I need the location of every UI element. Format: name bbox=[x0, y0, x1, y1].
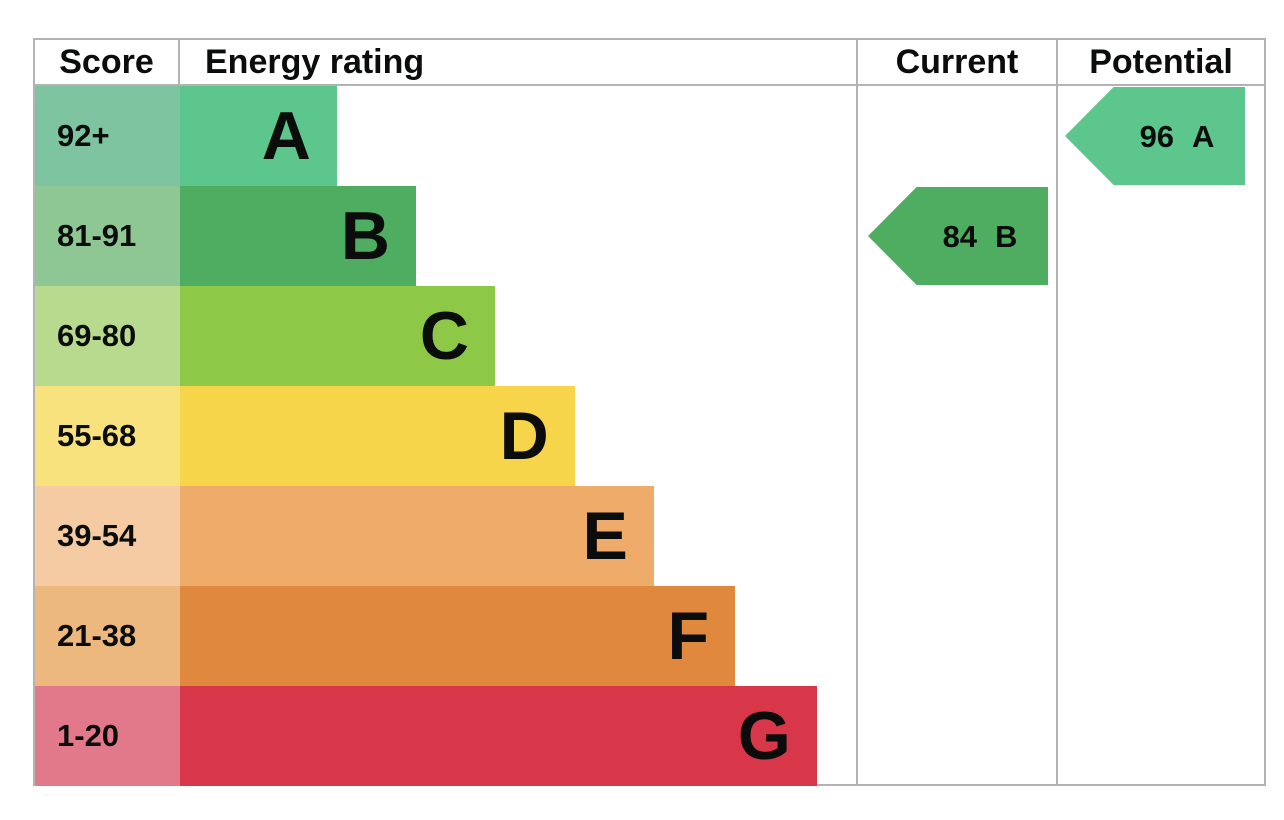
score-range: 69-80 bbox=[35, 286, 180, 386]
current-rating-letter: B bbox=[995, 218, 1018, 254]
band-row: 81-91 B bbox=[35, 186, 856, 286]
rating-bar-cell: G bbox=[180, 686, 856, 786]
chart-body: 92+ A 81-91 B 69-80 C 55-68 D 39-54 E 21-38 F 1-20 G … bbox=[33, 86, 1266, 786]
rating-bar-cell: D bbox=[180, 386, 856, 486]
band-row: 69-80 C bbox=[35, 286, 856, 386]
current-rating-arrow: 84 B bbox=[868, 187, 1048, 285]
rating-bar: F bbox=[180, 586, 735, 686]
current-score: 84 bbox=[942, 218, 978, 254]
rating-bar: A bbox=[180, 86, 337, 186]
rating-bar-cell: F bbox=[180, 586, 856, 686]
rating-bar: D bbox=[180, 386, 575, 486]
band-letter: E bbox=[582, 498, 628, 574]
header-score: Score bbox=[33, 40, 180, 84]
band-letter: G bbox=[737, 698, 791, 774]
header-potential: Potential bbox=[1056, 40, 1266, 84]
band-letter: A bbox=[261, 98, 311, 174]
rating-bar: C bbox=[180, 286, 496, 386]
potential-rating-letter: A bbox=[1192, 118, 1215, 154]
current-column-body: 84 B bbox=[856, 86, 1056, 784]
band-letter: D bbox=[499, 398, 549, 474]
score-range: 1-20 bbox=[35, 686, 180, 786]
rating-bar: B bbox=[180, 186, 416, 286]
rating-bar: G bbox=[180, 686, 817, 786]
band-letter: C bbox=[419, 298, 470, 374]
header-energy-rating: Energy rating bbox=[205, 42, 425, 81]
chart-header: Score Energy rating Current Potential bbox=[33, 40, 1266, 86]
potential-rating-arrow: 96 A bbox=[1065, 87, 1245, 185]
rating-bar-cell: A bbox=[180, 86, 856, 186]
epc-rating-chart: Score Energy rating Current Potential 92… bbox=[33, 38, 1266, 786]
score-range: 81-91 bbox=[35, 186, 180, 286]
rating-bar-cell: B bbox=[180, 186, 856, 286]
rating-bar-cell: C bbox=[180, 286, 856, 386]
rating-bar-cell: E bbox=[180, 486, 856, 586]
header-current: Current bbox=[856, 40, 1056, 84]
score-range: 55-68 bbox=[35, 386, 180, 486]
band-row: 1-20 G bbox=[35, 686, 856, 786]
rating-bar: E bbox=[180, 486, 654, 586]
score-range: 21-38 bbox=[35, 586, 180, 686]
band-row: 55-68 D bbox=[35, 386, 856, 486]
band-letter: F bbox=[667, 598, 709, 674]
rating-bands: 92+ A 81-91 B 69-80 C 55-68 D 39-54 E 21-38 F 1-20 G bbox=[33, 86, 856, 786]
potential-score: 96 bbox=[1139, 118, 1175, 154]
score-range: 92+ bbox=[35, 86, 180, 186]
score-range: 39-54 bbox=[35, 486, 180, 586]
band-row: 92+ A bbox=[35, 86, 856, 186]
potential-column-body: 96 A bbox=[1056, 86, 1266, 784]
band-row: 39-54 E bbox=[35, 486, 856, 586]
band-letter: B bbox=[340, 198, 390, 274]
band-row: 21-38 F bbox=[35, 586, 856, 686]
